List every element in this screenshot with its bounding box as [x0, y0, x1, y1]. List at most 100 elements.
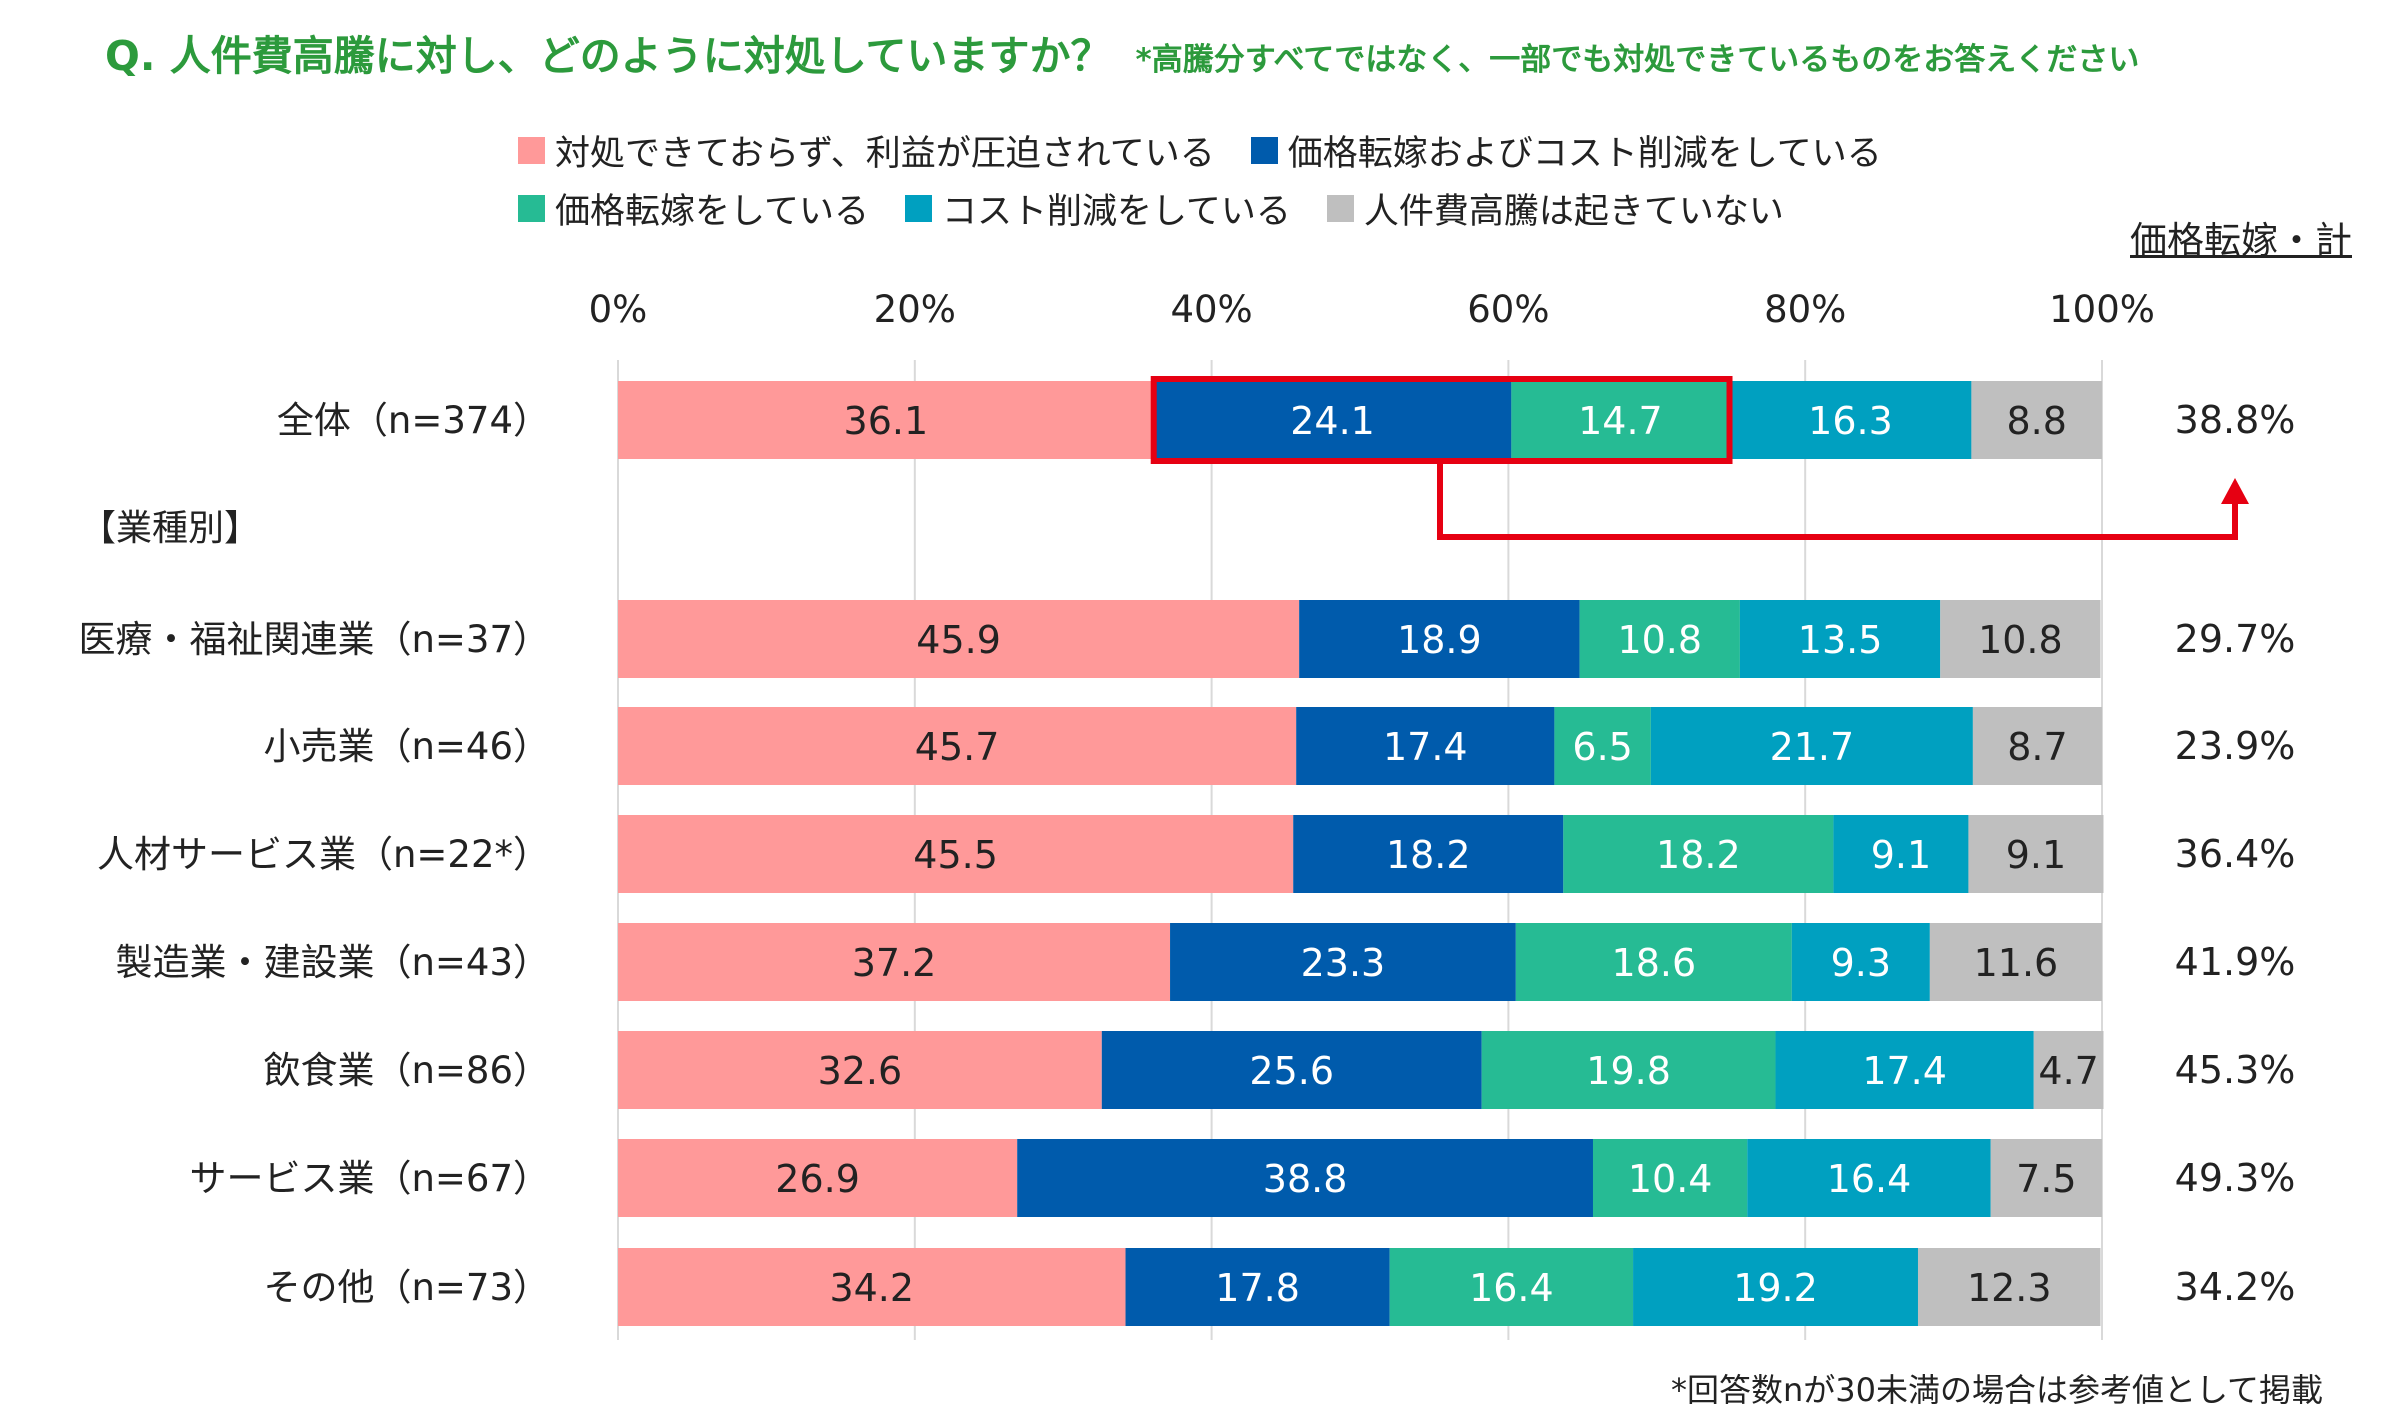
bar-segment — [1125, 1248, 1390, 1326]
data-label: 8.7 — [2007, 725, 2067, 769]
footnote: *回答数nが30未満の場合は参考値として掲載 — [1670, 1371, 2323, 1409]
bar-segment — [618, 1031, 1102, 1109]
bar-segment — [1775, 1031, 2034, 1109]
legend-item: 対処できておらず、利益が圧迫されている — [518, 125, 1215, 176]
bar-segment — [1968, 815, 2104, 893]
data-label: 8.8 — [2006, 399, 2066, 443]
bar-segment — [1101, 1031, 1482, 1109]
legend-swatch — [518, 137, 545, 164]
highlight-arrow-head — [2221, 478, 2249, 504]
legend-row-1: 対処できておらず、利益が圧迫されている 価格転嫁およびコスト削減をしている — [518, 125, 1918, 176]
legend-label: 人件費高騰は起きていない — [1363, 192, 1784, 232]
data-label: 45.9 — [916, 618, 1001, 662]
bar-segment — [1299, 600, 1580, 678]
question-note: *高騰分すべてではなく、一部でも対処できているものをお答えください — [1135, 42, 2140, 78]
x-tick-label: 60% — [1467, 288, 1549, 331]
bar-segment — [618, 600, 1300, 678]
bar-segment — [1929, 923, 2102, 1001]
bar-segment — [618, 381, 1154, 459]
category-label: 飲食業（n=86） — [263, 1049, 550, 1092]
bar-segment — [618, 1139, 1018, 1217]
legend-swatch — [1326, 195, 1354, 222]
bar-segment — [2033, 1031, 2104, 1109]
legend-item: 人件費高騰は起きていない — [1326, 183, 1784, 234]
total-value: 23.9% — [2175, 724, 2296, 768]
bar-segment — [1017, 1139, 1593, 1217]
data-label: 37.2 — [852, 941, 937, 985]
bar-segment — [1650, 707, 1973, 785]
data-label: 9.1 — [2006, 833, 2066, 877]
data-label: 17.8 — [1215, 1266, 1300, 1310]
question-text: Q. 人件費高騰に対し、どのように対処していますか？ — [105, 32, 1112, 80]
data-label: 16.4 — [1827, 1157, 1912, 1201]
chart-title: Q. 人件費高騰に対し、どのように対処していますか？ *高騰分すべてではなく、一部… — [105, 22, 2139, 82]
data-label: 18.2 — [1656, 833, 1741, 877]
data-label: 32.6 — [818, 1049, 903, 1093]
data-label: 11.6 — [1974, 941, 2059, 985]
total-column-header: 価格転嫁・計 — [2130, 219, 2352, 262]
data-label: 34.2 — [829, 1266, 914, 1310]
data-label: 16.4 — [1469, 1266, 1554, 1310]
legend-swatch — [518, 195, 545, 222]
legend-label: コスト削減をしている — [941, 192, 1291, 232]
data-label: 10.8 — [1617, 618, 1702, 662]
x-tick-label: 0% — [589, 288, 648, 331]
data-label: 17.4 — [1383, 725, 1468, 769]
legend-item: コスト削減をしている — [904, 183, 1291, 234]
x-tick-label: 40% — [1170, 288, 1252, 331]
legend-label: 価格転嫁およびコスト削減をしている — [1287, 134, 1882, 174]
data-label: 6.5 — [1572, 725, 1632, 769]
data-label: 17.4 — [1862, 1049, 1947, 1093]
bar-segment — [618, 707, 1297, 785]
bar-segment — [1940, 600, 2101, 678]
category-label: 人材サービス業（n=22*） — [97, 833, 550, 876]
data-label: 19.2 — [1733, 1266, 1818, 1310]
bar-segment — [618, 923, 1171, 1001]
data-label: 45.5 — [913, 833, 998, 877]
total-value: 49.3% — [2175, 1156, 2296, 1200]
category-label: サービス業（n=67） — [189, 1157, 550, 1200]
data-label: 10.4 — [1628, 1157, 1713, 1201]
bar-segment — [1729, 381, 1972, 459]
bar-segment — [1563, 815, 1834, 893]
category-label: その他（n=73） — [263, 1266, 550, 1309]
data-label: 13.5 — [1798, 618, 1883, 662]
data-label: 10.8 — [1978, 618, 2063, 662]
total-value: 38.8% — [2175, 398, 2296, 442]
bar-segment — [618, 1248, 1126, 1326]
section-label: 【業種別】 — [80, 508, 260, 549]
bar-segment — [1389, 1248, 1634, 1326]
data-label: 7.5 — [2016, 1157, 2076, 1201]
legend-row-2: 価格転嫁をしている コスト削減をしている 人件費高騰は起きていない — [518, 183, 1820, 234]
bar-segment — [1990, 1139, 2102, 1217]
bar-segment — [1293, 815, 1564, 893]
bar-segment — [1917, 1248, 2101, 1326]
legend-label: 対処できておらず、利益が圧迫されている — [555, 134, 1215, 174]
data-label: 18.2 — [1386, 833, 1471, 877]
total-value: 45.3% — [2175, 1048, 2296, 1092]
bar-segment — [1791, 923, 1930, 1001]
data-label: 24.1 — [1290, 399, 1375, 443]
data-label: 9.1 — [1871, 833, 1931, 877]
x-tick-label: 100% — [2049, 288, 2155, 331]
data-label: 16.3 — [1808, 399, 1893, 443]
data-label: 18.6 — [1612, 941, 1697, 985]
bar-segment — [1481, 1031, 1776, 1109]
bar-segment — [1971, 381, 2102, 459]
legend-label: 価格転嫁をしている — [555, 192, 869, 232]
data-label: 21.7 — [1770, 725, 1855, 769]
legend-item: 価格転嫁をしている — [518, 183, 869, 234]
bar-segment — [1511, 381, 1730, 459]
total-value: 34.2% — [2175, 1265, 2296, 1309]
data-label: 9.3 — [1831, 941, 1891, 985]
total-value: 41.9% — [2175, 940, 2296, 984]
bar-segment — [1592, 1139, 1748, 1217]
bar-segment — [1579, 600, 1740, 678]
data-label: 12.3 — [1967, 1266, 2052, 1310]
legend-swatch — [904, 195, 932, 222]
data-label: 26.9 — [775, 1157, 860, 1201]
total-value: 29.7% — [2175, 617, 2296, 661]
data-label: 45.7 — [915, 725, 1000, 769]
category-label: 医療・福祉関連業（n=37） — [78, 618, 550, 661]
